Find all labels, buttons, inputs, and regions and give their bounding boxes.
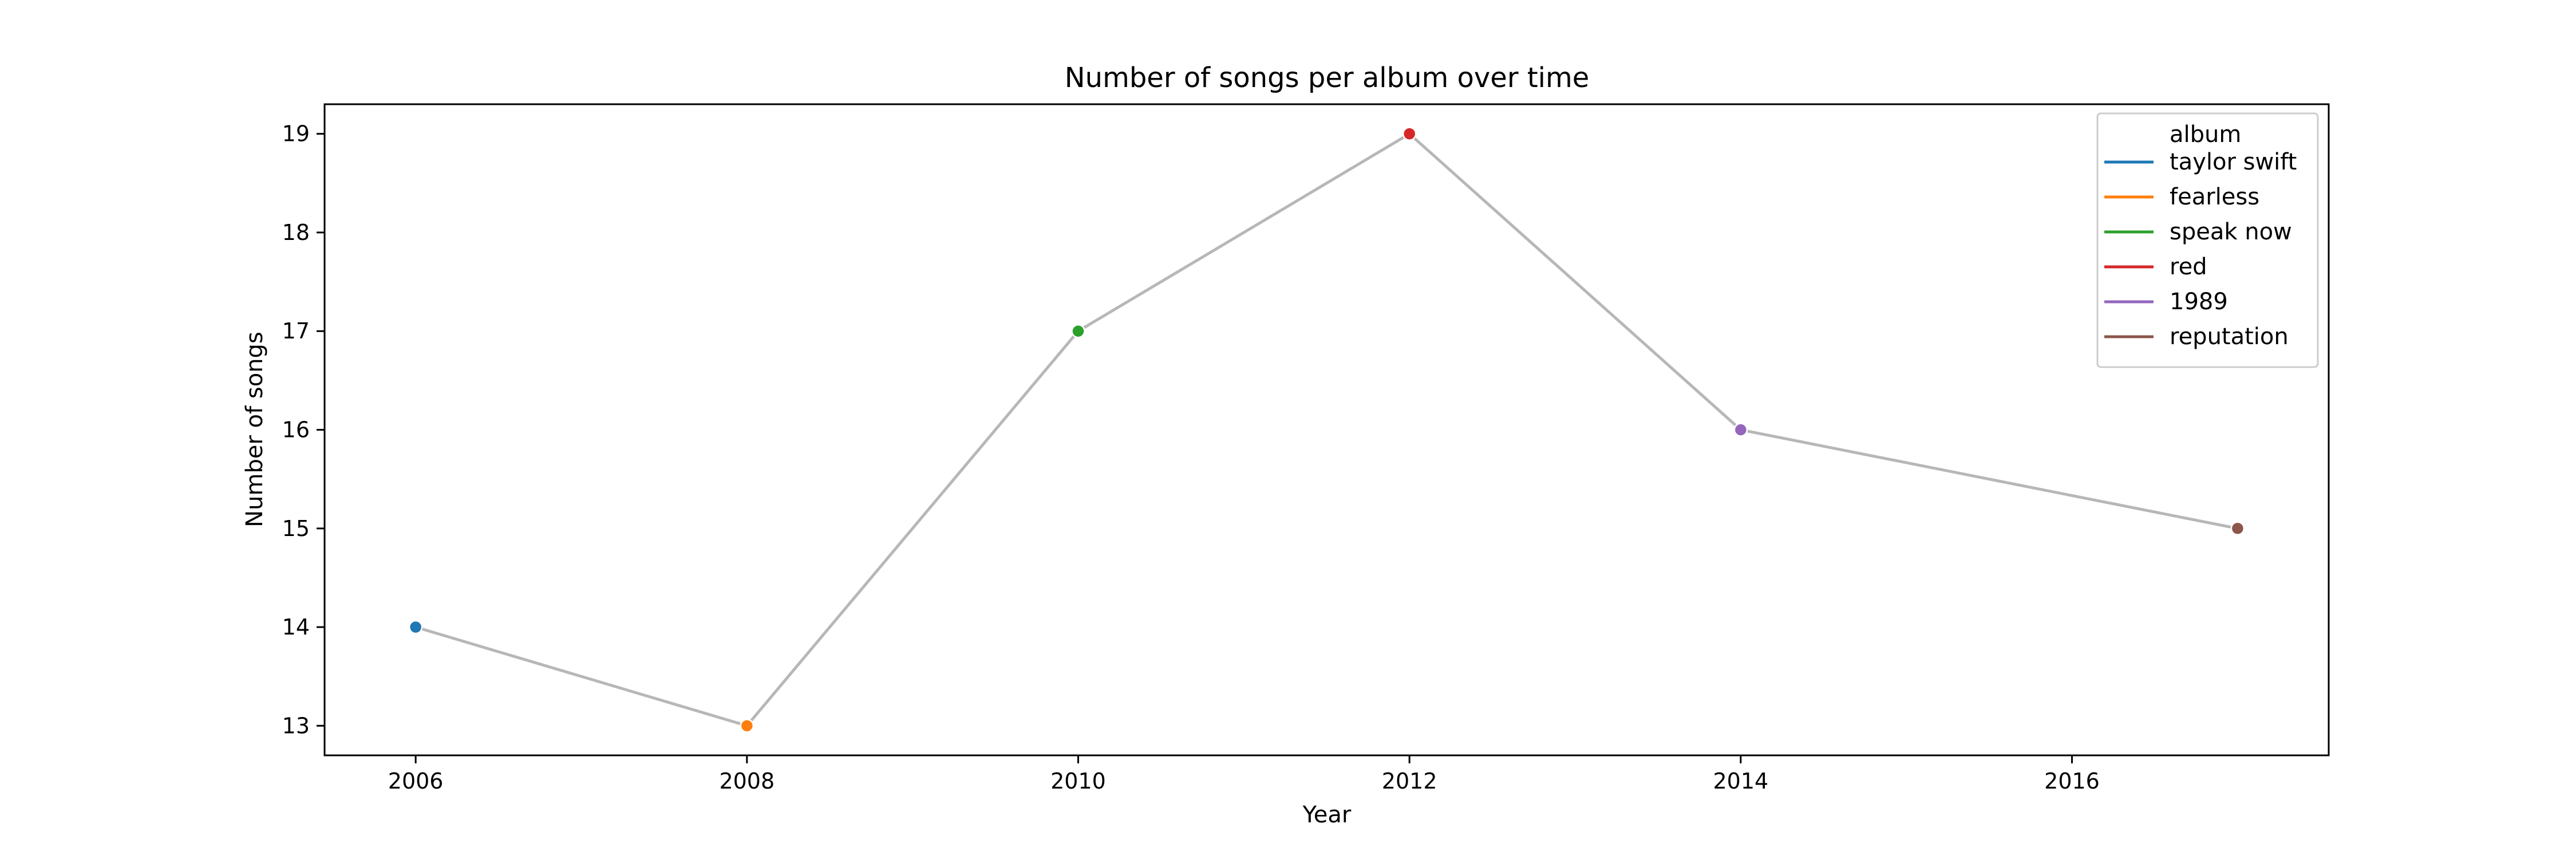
- data-point-5: [2230, 521, 2245, 536]
- data-point-2: [1071, 324, 1085, 338]
- y-tick-label-5: 18: [282, 220, 310, 245]
- plot-area: 2006 2008 2010 2012 2014 2016 13 14 15 16 17 18 19: [282, 103, 2330, 794]
- x-tick-label-4: 2014: [1713, 769, 1768, 794]
- data-point-3: [1402, 127, 1417, 141]
- y-tick-label-1: 14: [282, 614, 310, 640]
- legend-label-0: taylor swift: [2170, 149, 2297, 175]
- x-tick-label-1: 2008: [719, 769, 775, 794]
- y-tick-label-3: 16: [282, 417, 310, 443]
- data-point-0: [408, 620, 423, 635]
- legend-label-5: reputation: [2170, 324, 2289, 350]
- x-tick-label-3: 2012: [1382, 769, 1437, 794]
- legend-label-1: fearless: [2170, 184, 2259, 210]
- legend-label-2: speak now: [2170, 219, 2292, 245]
- y-tick-label-0: 13: [282, 713, 310, 738]
- series-line: [415, 132, 2238, 727]
- x-axis-label: Year: [1302, 802, 1352, 828]
- legend-label-3: red: [2170, 254, 2207, 280]
- chart-title: Number of songs per album over time: [1065, 62, 1590, 94]
- data-point-1: [740, 719, 754, 733]
- x-tick-label-5: 2016: [2044, 769, 2100, 794]
- y-tick-label-2: 15: [282, 516, 310, 541]
- legend-label-4: 1989: [2170, 289, 2228, 315]
- legend-title: album: [2170, 121, 2241, 148]
- x-tick-label-2: 2010: [1050, 769, 1106, 794]
- y-tick-label-4: 17: [282, 318, 310, 344]
- y-axis-label: Number of songs: [242, 332, 268, 527]
- y-tick-label-6: 19: [282, 121, 310, 147]
- x-tick-label-0: 2006: [388, 769, 444, 794]
- legend-box: [2096, 112, 2319, 368]
- data-point-4: [1733, 423, 1748, 437]
